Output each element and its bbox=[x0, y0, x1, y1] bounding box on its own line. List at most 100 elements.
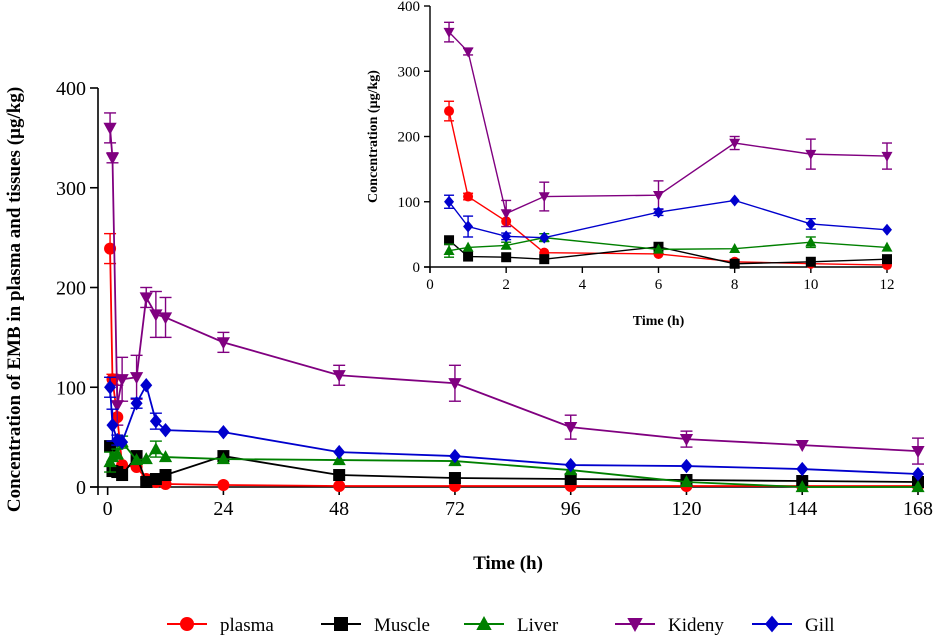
inset-series-muscle-point bbox=[882, 254, 892, 265]
inset-series-gill-line bbox=[448, 199, 888, 239]
legend-marker bbox=[180, 617, 194, 631]
main-series-kideny-point bbox=[110, 400, 124, 413]
main-y-tick-label: 100 bbox=[56, 377, 86, 399]
inset-y-tick-label: 300 bbox=[398, 64, 421, 80]
inset-series-gill-point bbox=[501, 230, 512, 243]
inset-series-muscle-point bbox=[805, 256, 816, 267]
legend-item-muscle: Muscle bbox=[321, 615, 430, 636]
inset-series-liver-line bbox=[448, 236, 888, 252]
main-series-gill-point bbox=[680, 458, 693, 474]
main-series-gill-point bbox=[333, 444, 346, 460]
inset-series-liver-point bbox=[653, 243, 664, 254]
main-series-plasma-point bbox=[104, 242, 117, 255]
main-series-muscle-point bbox=[159, 469, 172, 482]
legend-marker bbox=[476, 615, 492, 630]
main-x-tick-label: 48 bbox=[329, 498, 349, 520]
main-x-tick-label: 120 bbox=[671, 498, 701, 520]
main-series-gill-point bbox=[217, 424, 230, 440]
inset-y-tick-label: 100 bbox=[398, 195, 421, 211]
inset-series-kideny-point bbox=[729, 138, 741, 149]
main-x-tick-label: 0 bbox=[103, 498, 113, 520]
main-series-liver-point bbox=[110, 447, 124, 460]
inset-plot: 0 2 4 6 8 10 12 0 100 200 300 400 Time (h) Concentrat… bbox=[366, 0, 895, 329]
inset-series-kideny bbox=[443, 21, 893, 228]
main-series-kideny-point bbox=[115, 374, 129, 387]
main-series-kideny-point bbox=[795, 440, 809, 453]
main-series-kideny-point bbox=[679, 434, 694, 447]
inset-y-tick-label: 400 bbox=[398, 0, 421, 15]
main-y-tick-label: 300 bbox=[56, 178, 86, 200]
main-x-tick-label: 144 bbox=[787, 498, 817, 520]
legend-marker bbox=[765, 615, 779, 633]
inset-series-liver-point bbox=[729, 242, 741, 253]
main-series-kideny-point bbox=[139, 292, 153, 305]
inset-series-gill-point bbox=[882, 223, 892, 236]
main-series-muscle-point bbox=[116, 469, 129, 482]
inset-y-tick-label: 0 bbox=[413, 260, 421, 276]
main-series-gill-point bbox=[149, 413, 162, 429]
main-x-tick-label: 24 bbox=[213, 498, 233, 520]
main-series-gill-point bbox=[106, 417, 119, 433]
inset-series-liver-point bbox=[881, 241, 893, 252]
main-series-plasma-line bbox=[109, 248, 918, 487]
main-series-gill-point bbox=[448, 448, 461, 464]
main-series-gill-point bbox=[104, 380, 117, 395]
inset-y-axis-title: Concentration (µg/kg) bbox=[366, 70, 381, 203]
main-series-kideny-point bbox=[448, 378, 462, 391]
main-series-gill-point bbox=[796, 461, 809, 477]
main-y-tick-label: 200 bbox=[56, 278, 86, 300]
main-series-liver-point bbox=[158, 450, 173, 463]
main-series-liver-point bbox=[149, 442, 163, 455]
main-series-liver-point bbox=[129, 453, 144, 466]
inset-series-muscle-point bbox=[444, 235, 455, 246]
legend-label: plasma bbox=[220, 615, 274, 636]
inset-series-muscle-line bbox=[448, 239, 888, 265]
legend-label: Liver bbox=[517, 615, 559, 636]
inset-series-gill-point bbox=[805, 217, 816, 230]
inset-x-tick-label: 2 bbox=[502, 277, 510, 293]
main-series-gill bbox=[104, 376, 924, 482]
main-series-kideny-point bbox=[564, 422, 578, 435]
main-series-liver bbox=[103, 435, 925, 493]
inset-series-liver-point bbox=[805, 236, 817, 247]
main-series-gill-point bbox=[116, 434, 129, 450]
inset-series-muscle-point bbox=[539, 254, 550, 265]
main-series-gill-point bbox=[140, 378, 153, 393]
inset-series-liver-point bbox=[462, 241, 474, 252]
inset-series-gill bbox=[444, 194, 892, 244]
inset-series-gill-point bbox=[653, 206, 664, 219]
main-series-muscle-point bbox=[333, 469, 346, 482]
inset-series-muscle-point bbox=[501, 252, 512, 263]
main-series-gill-point bbox=[912, 466, 924, 482]
inset-y-tick-label: 200 bbox=[398, 130, 421, 146]
main-series-kideny-point bbox=[216, 337, 231, 350]
inset-series-gill-point bbox=[463, 220, 474, 233]
main-x-tick-label: 72 bbox=[445, 498, 465, 520]
main-x-tick-label: 96 bbox=[561, 498, 581, 520]
inset-x-tick-label: 10 bbox=[803, 277, 818, 293]
main-series-gill-point bbox=[159, 422, 172, 438]
legend-item-kideny: Kideny bbox=[615, 615, 724, 636]
legend-item-gill: Gill bbox=[752, 615, 835, 636]
legend-label: Gill bbox=[805, 615, 835, 636]
legend-item-plasma: plasma bbox=[167, 615, 274, 636]
inset-x-axis-title: Time (h) bbox=[633, 314, 685, 329]
legend-label: Kideny bbox=[668, 615, 724, 636]
legend-marker bbox=[334, 617, 348, 631]
main-series-liver-point bbox=[795, 480, 809, 493]
inset-x-tick-label: 4 bbox=[579, 277, 587, 293]
main-series-kideny bbox=[103, 112, 925, 465]
main-series-kideny-point bbox=[103, 122, 117, 135]
main-series-kideny-point bbox=[911, 445, 925, 458]
inset-series-kideny-point bbox=[653, 190, 664, 201]
inset-series-kideny-point bbox=[538, 192, 550, 203]
inset-x-tick-label: 8 bbox=[731, 277, 739, 293]
main-series-kideny-line bbox=[109, 127, 919, 452]
inset-series-plasma-point bbox=[463, 191, 474, 202]
main-series-liver-point bbox=[139, 452, 153, 465]
legend-item-liver: Liver bbox=[464, 615, 559, 636]
main-series-kideny-point bbox=[158, 312, 173, 325]
inset-series-kideny-point bbox=[462, 47, 474, 58]
